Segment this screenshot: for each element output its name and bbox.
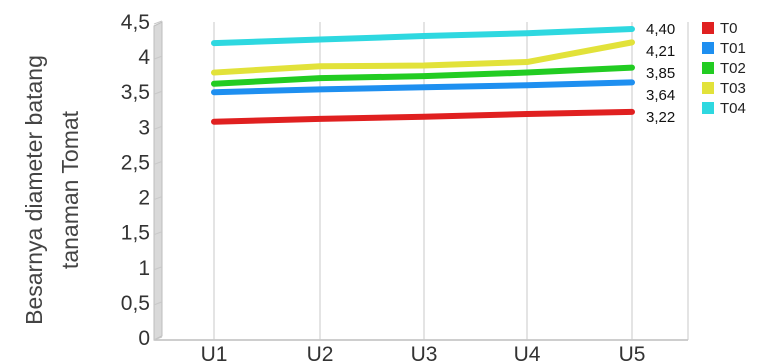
series-line-t04	[211, 26, 635, 47]
legend-label-t0: T0	[720, 20, 738, 37]
legend-swatch-t04	[702, 102, 714, 114]
y-tick-label: 0	[138, 327, 150, 350]
legend-swatch-t0	[702, 22, 714, 34]
data-label-t04: 4,40	[646, 21, 675, 38]
legend: T0 T01 T02 T03 T04	[702, 20, 746, 117]
legend-label-t01: T01	[720, 40, 746, 57]
y-tick-label: 2,5	[121, 151, 150, 174]
y-tick-mark	[153, 55, 163, 60]
y-tick-mark	[153, 196, 163, 201]
y-tick-label: 1,5	[121, 222, 150, 245]
y-tick-mark	[153, 125, 163, 130]
y-tick-label: 4	[138, 46, 150, 69]
x-tick-label: U4	[514, 343, 541, 363]
x-tick-label: U2	[307, 343, 334, 363]
y-tick-mark	[153, 20, 163, 25]
y-tick-label: 4,5	[121, 11, 150, 34]
series-line-t02	[211, 64, 635, 87]
data-label-t03: 4,21	[646, 43, 675, 60]
series-line-t0	[211, 108, 635, 125]
y-tick-label: 0,5	[121, 292, 150, 315]
x-tick-label: U5	[619, 343, 646, 363]
y-tick-mark	[153, 336, 163, 341]
end-label-layer: 4,40 4,21 3,85 3,64 3,22	[646, 21, 675, 126]
x-tick-label: U3	[411, 343, 438, 363]
data-label-t0: 3,22	[646, 109, 675, 126]
y-tick-mark	[153, 266, 163, 271]
series-line-t01	[211, 79, 635, 96]
legend-label-t02: T02	[720, 60, 746, 77]
y-tick-mark	[153, 231, 163, 236]
y-axis-label: Besarnya diameter batang tanaman Tomat	[21, 55, 83, 325]
legend-swatch-t02	[702, 62, 714, 74]
legend-swatch-t03	[702, 82, 714, 94]
y-tick-mark	[153, 301, 163, 306]
y-tick-label: 3,5	[121, 81, 150, 104]
data-label-t01: 3,64	[646, 87, 675, 104]
y-tick-label: 2	[138, 187, 150, 210]
y-tick-label: 3	[138, 116, 150, 139]
series-line-t03	[211, 39, 635, 76]
data-label-t02: 3,85	[646, 65, 675, 82]
y-axis-label-line: tanaman Tomat	[57, 110, 83, 269]
legend-label-t03: T03	[720, 80, 746, 97]
y-tick-mark	[153, 160, 163, 165]
axis-wall	[153, 21, 163, 341]
axis-layer: 0 0,5 1 1,5 2 2,5 3 3,5 4 4,5 U1 U2 U3 U4 U5	[121, 11, 688, 363]
series-layer	[211, 26, 635, 125]
legend-swatch-t01	[702, 42, 714, 54]
y-axis-label-line: Besarnya diameter batang	[21, 55, 47, 325]
legend-label-t04: T04	[720, 100, 746, 117]
y-tick-mark	[153, 90, 163, 95]
y-tick-label: 1	[138, 257, 150, 280]
x-tick-label: U1	[201, 343, 228, 363]
